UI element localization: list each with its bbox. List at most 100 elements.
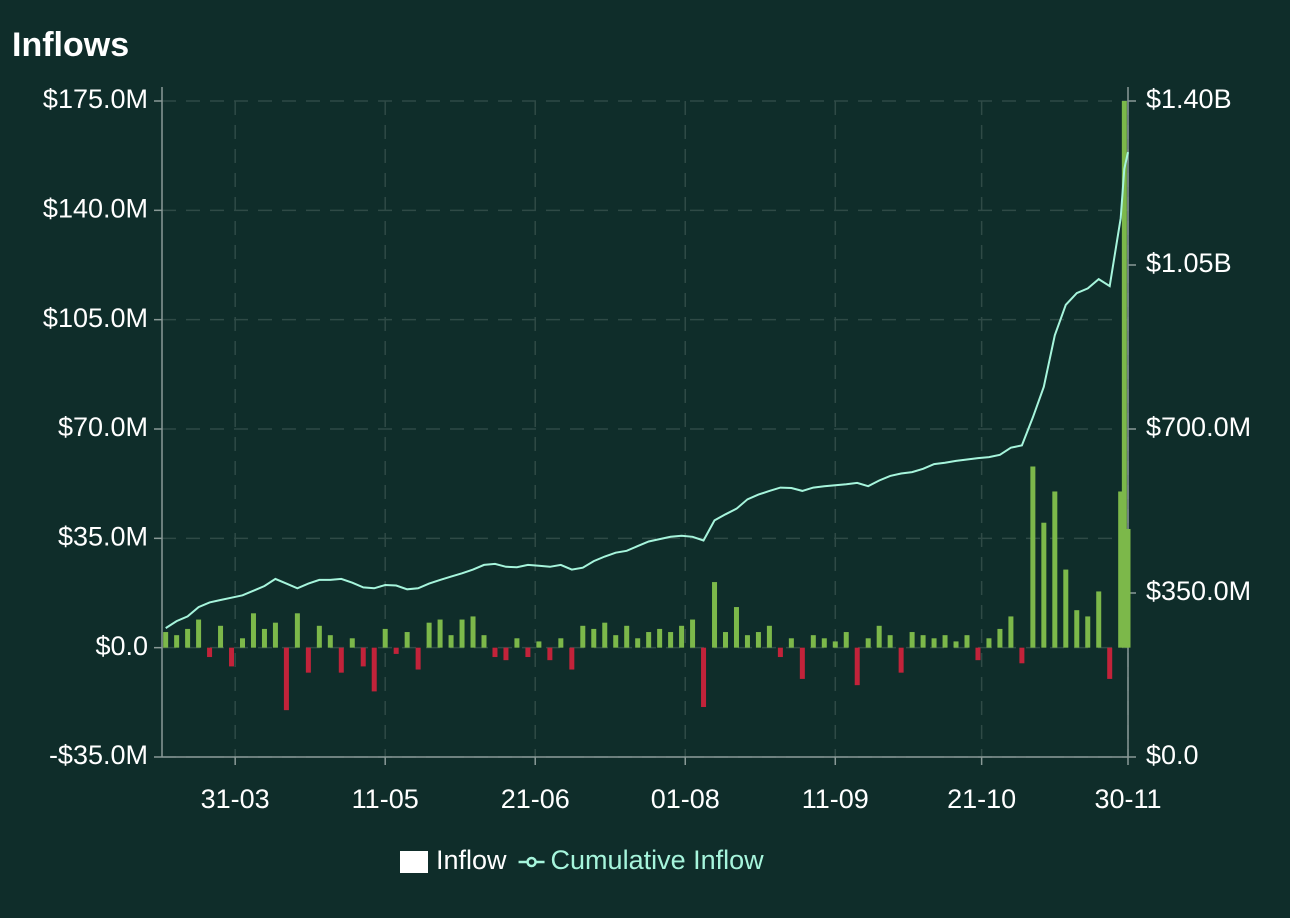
- bar: [1096, 591, 1102, 648]
- y-tick-label: $140.0M: [43, 193, 148, 223]
- bar: [536, 641, 542, 648]
- bar: [1008, 616, 1014, 648]
- bar: [492, 647, 498, 658]
- bar: [975, 647, 981, 661]
- x-tick-label: 11-05: [352, 784, 419, 814]
- y2-tick-label: $0.0: [1146, 740, 1199, 770]
- bar: [305, 647, 311, 673]
- x-tick-label: 31-03: [201, 784, 270, 814]
- legend-swatch: [400, 851, 428, 873]
- bar: [920, 635, 926, 648]
- bar: [240, 638, 245, 648]
- bar: [986, 638, 992, 648]
- bar: [1085, 616, 1091, 648]
- bar: [624, 625, 630, 648]
- chart-title: Inflows: [12, 26, 129, 64]
- bar: [887, 635, 893, 648]
- bar: [602, 622, 608, 648]
- bar: [218, 625, 224, 648]
- bar: [668, 632, 674, 648]
- bar: [470, 616, 476, 648]
- bar: [723, 632, 728, 648]
- y2-tick-label: $350.0M: [1146, 576, 1251, 606]
- bar: [580, 625, 586, 648]
- y-tick-label: -$35.0M: [49, 740, 148, 770]
- bar: [514, 638, 520, 648]
- bar: [931, 638, 937, 648]
- bar: [1041, 522, 1047, 648]
- bar: [1074, 610, 1080, 648]
- legend-swatch: [526, 856, 537, 868]
- bar: [646, 632, 652, 648]
- bar: [338, 647, 344, 673]
- bar: [755, 632, 761, 648]
- x-tick-label: 30-11: [1094, 784, 1161, 814]
- bar: [898, 647, 904, 673]
- y-tick-label: $175.0M: [43, 84, 148, 114]
- bar: [382, 628, 388, 648]
- bar: [854, 647, 860, 686]
- bar: [766, 625, 772, 648]
- bar: [558, 638, 564, 648]
- bar: [185, 628, 191, 648]
- bar: [283, 647, 289, 711]
- bar: [415, 647, 421, 670]
- bar: [953, 641, 959, 648]
- bar: [404, 632, 410, 648]
- y-tick-label: $0.0: [95, 631, 148, 661]
- bar: [569, 647, 575, 670]
- x-tick-label: 21-06: [501, 784, 570, 814]
- bar: [690, 619, 696, 648]
- bar: [1121, 101, 1127, 648]
- bar: [294, 613, 300, 648]
- bar: [1107, 647, 1113, 679]
- bar: [777, 647, 783, 658]
- y-tick-label: $35.0M: [58, 521, 148, 551]
- legend-label: Inflow: [436, 845, 507, 875]
- y-tick-label: $105.0M: [43, 303, 148, 333]
- bar: [525, 647, 531, 658]
- bar: [865, 638, 871, 648]
- bar: [448, 635, 454, 648]
- cumulative-line: [165, 151, 1129, 629]
- bar: [657, 628, 663, 648]
- bar: [733, 607, 739, 648]
- bar: [229, 647, 235, 667]
- bar: [360, 647, 366, 667]
- bar: [712, 582, 718, 648]
- bar: [613, 635, 619, 648]
- bar: [250, 613, 256, 648]
- bar: [832, 641, 838, 648]
- bar: [942, 635, 948, 648]
- bar: [371, 647, 377, 692]
- bar: [1125, 528, 1131, 648]
- bar: [964, 635, 970, 648]
- bar: [744, 635, 750, 648]
- bar: [1052, 491, 1058, 648]
- y-tick-label: $70.0M: [58, 412, 148, 442]
- bar: [207, 647, 213, 658]
- bar: [459, 619, 465, 648]
- bar: [481, 635, 487, 648]
- bar: [591, 628, 597, 648]
- bar: [1063, 569, 1069, 648]
- bar: [810, 635, 816, 648]
- bar: [163, 632, 169, 648]
- bar: [426, 622, 432, 648]
- bar: [327, 635, 333, 648]
- bar: [1030, 466, 1036, 648]
- bar: [701, 647, 707, 708]
- x-tick-label: 11-09: [802, 784, 869, 814]
- bar: [547, 647, 553, 661]
- bar: [679, 625, 685, 648]
- bar: [876, 625, 882, 648]
- x-tick-label: 21-10: [947, 784, 1016, 814]
- y2-tick-label: $1.05B: [1146, 248, 1232, 278]
- y2-tick-label: $700.0M: [1146, 412, 1251, 442]
- bar: [261, 628, 267, 648]
- bar: [349, 638, 355, 648]
- bar: [635, 638, 641, 648]
- bar: [196, 619, 202, 648]
